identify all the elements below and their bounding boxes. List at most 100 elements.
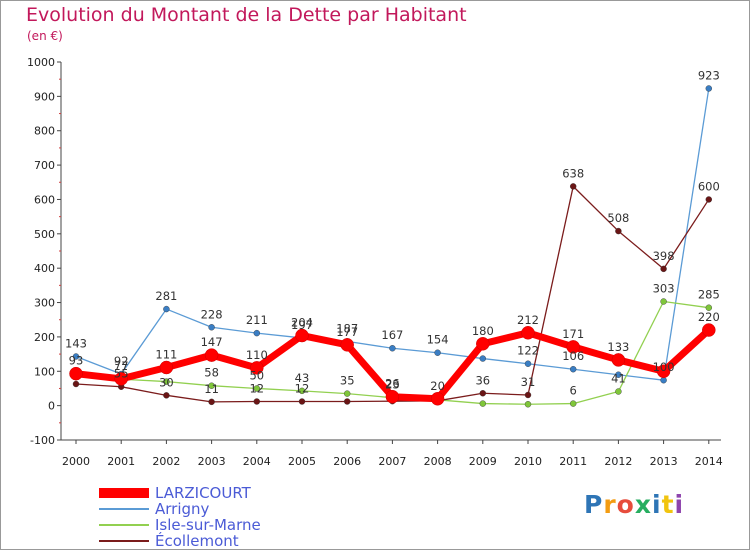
chart-subtitle: (en €) xyxy=(27,29,63,43)
data-point-larzicourt xyxy=(611,353,626,367)
data-label-ecollemont: 31 xyxy=(521,375,536,389)
data-label-ecollemont: 638 xyxy=(562,166,584,180)
data-point-isle-sur-marne xyxy=(298,387,306,395)
x-tick-label: 2000 xyxy=(62,455,90,468)
data-point-ecollemont xyxy=(660,265,667,273)
data-label-arrigny: 167 xyxy=(381,328,403,342)
data-point-isle-sur-marne xyxy=(615,388,622,395)
data-label-larzicourt: 110 xyxy=(246,348,268,362)
data-point-arrigny xyxy=(163,305,170,313)
data-point-larzicourt xyxy=(114,372,128,386)
data-point-larzicourt xyxy=(295,328,309,343)
data-label-arrigny: 197 xyxy=(291,318,313,332)
y-tick-label: 500 xyxy=(34,228,55,241)
data-point-larzicourt xyxy=(385,389,400,404)
data-point-ecollemont xyxy=(208,398,215,406)
data-point-arrigny xyxy=(72,353,80,360)
data-label-isle-sur-marne: 41 xyxy=(611,372,626,386)
data-label-arrigny: 187 xyxy=(336,321,358,335)
data-label-larzicourt: 20 xyxy=(430,379,445,393)
data-label-ecollemont: 55 xyxy=(114,367,129,381)
proxiti-logo: Proxiti xyxy=(584,490,684,519)
y-tick-label: 700 xyxy=(34,159,55,172)
y-tick-label: 300 xyxy=(34,297,55,310)
data-point-isle-sur-marne xyxy=(524,401,532,408)
data-label-larzicourt: 111 xyxy=(155,347,177,361)
logo-letter: r xyxy=(603,490,617,519)
data-point-arrigny xyxy=(570,366,577,373)
data-label-arrigny: 100 xyxy=(653,360,675,374)
x-tick-label: 2001 xyxy=(107,455,135,468)
logo-letter: x xyxy=(634,490,652,519)
x-tick-label: 2009 xyxy=(469,455,497,468)
chart-title: Evolution du Montant de la Dette par Hab… xyxy=(26,4,467,26)
x-tick-label: 2011 xyxy=(559,455,587,468)
logo-letter: t xyxy=(661,490,675,519)
data-point-isle-sur-marne xyxy=(660,298,667,305)
data-label-larzicourt: 133 xyxy=(607,340,629,354)
legend-label-larzicourt: LARZICOURT xyxy=(155,484,251,502)
data-label-arrigny: 228 xyxy=(201,307,223,321)
data-label-larzicourt: 147 xyxy=(201,335,223,349)
x-tick-label: 2004 xyxy=(243,455,271,468)
data-label-ecollemont: 11 xyxy=(204,382,219,396)
data-point-isle-sur-marne xyxy=(344,390,351,397)
x-tick-label: 2013 xyxy=(650,455,678,468)
x-tick-label: 2014 xyxy=(695,455,723,468)
data-label-isle-sur-marne: 23 xyxy=(385,378,400,392)
data-label-isle-sur-marne: 77 xyxy=(114,359,129,373)
data-point-ecollemont xyxy=(72,380,80,388)
data-label-larzicourt: 212 xyxy=(517,313,539,327)
y-tick-label: 400 xyxy=(34,262,55,275)
data-label-isle-sur-marne: 6 xyxy=(570,384,577,398)
data-point-arrigny xyxy=(434,349,441,356)
x-tick-label: 2002 xyxy=(152,455,180,468)
data-label-larzicourt: 180 xyxy=(472,324,494,338)
data-label-larzicourt: 204 xyxy=(291,316,313,330)
data-label-larzicourt: 93 xyxy=(69,354,84,368)
y-tick-label: 600 xyxy=(34,193,55,206)
data-label-isle-sur-marne: 58 xyxy=(204,366,219,380)
data-label-isle-sur-marne: 285 xyxy=(698,288,720,302)
data-point-arrigny xyxy=(524,360,532,367)
data-label-ecollemont: 12 xyxy=(249,382,264,396)
x-tick-label: 2012 xyxy=(604,455,632,468)
data-label-arrigny: 281 xyxy=(155,289,177,303)
data-label-larzicourt: 220 xyxy=(698,310,720,324)
x-tick-label: 2006 xyxy=(333,455,361,468)
data-point-arrigny xyxy=(253,329,261,337)
data-point-ecollemont xyxy=(253,398,261,405)
legend-swatch-arrigny xyxy=(99,508,149,510)
logo-letter: i xyxy=(674,490,685,519)
data-label-arrigny: 211 xyxy=(246,313,268,327)
legend-label-arrigny: Arrigny xyxy=(155,500,210,518)
y-tick-label: -100 xyxy=(30,434,55,447)
data-point-larzicourt xyxy=(159,360,174,375)
data-label-isle-sur-marne: 303 xyxy=(653,282,675,296)
data-point-isle-sur-marne xyxy=(479,400,486,407)
data-label-ecollemont: 398 xyxy=(653,249,675,263)
data-point-arrigny xyxy=(389,345,396,352)
data-point-ecollemont xyxy=(298,398,306,405)
data-point-ecollemont xyxy=(344,398,351,405)
legend-label-ecollemont: Écollemont xyxy=(155,532,239,550)
data-point-isle-sur-marne xyxy=(208,382,215,389)
data-point-larzicourt xyxy=(702,323,716,337)
data-point-isle-sur-marne xyxy=(570,400,577,407)
data-label-ecollemont: 600 xyxy=(698,179,720,193)
data-point-larzicourt xyxy=(566,340,580,354)
data-point-arrigny xyxy=(660,377,667,384)
legend-swatch-isle-sur-marne xyxy=(99,524,149,526)
x-tick-label: 2005 xyxy=(288,455,316,468)
data-point-arrigny xyxy=(208,324,215,331)
data-label-ecollemont: 12 xyxy=(295,382,310,396)
logo-letter: i xyxy=(652,490,662,519)
logo-letter: P xyxy=(584,490,604,519)
data-label-larzicourt: 171 xyxy=(562,327,584,341)
data-point-ecollemont xyxy=(615,227,622,235)
y-tick-label: 100 xyxy=(34,365,55,378)
legend-label-isle-sur-marne: Isle-sur-Marne xyxy=(155,516,261,534)
data-point-ecollemont xyxy=(163,392,170,399)
data-point-isle-sur-marne xyxy=(705,304,712,311)
